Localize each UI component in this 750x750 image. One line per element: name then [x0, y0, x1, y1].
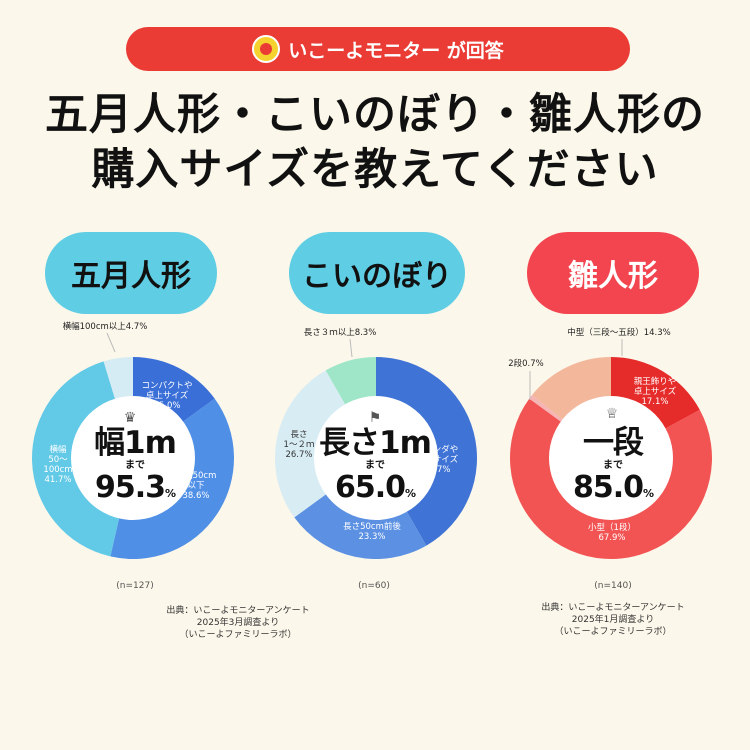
- title-line-2: 購入サイズを教えてください: [91, 145, 659, 195]
- slice-label: 横幅100cm以上4.7%: [63, 321, 148, 332]
- center-value-1: 95.3%: [94, 470, 176, 505]
- page-title: 五月人形・こいのぼり・雛人形の 購入サイズを教えてください: [0, 88, 750, 198]
- banner-text: いこーよモニター が回答: [288, 39, 504, 62]
- donut-center: [549, 396, 673, 520]
- header-banner: いこーよモニター が回答: [126, 27, 630, 71]
- brand-logo-icon: [252, 35, 281, 63]
- chart-title-pill-3: 雛人形: [527, 232, 699, 314]
- slice-label: 親王飾りや卓上サイズ 17.1%: [634, 376, 677, 407]
- title-line-1: 五月人形・こいのぼり・雛人形の: [45, 90, 705, 140]
- sample-size-1: (n=127): [116, 581, 154, 591]
- slice-label: 長さ３ｍ以上8.3%: [304, 328, 377, 338]
- label-leader-line: [349, 338, 353, 358]
- center-summary-3: 一段 まで 85.0%: [553, 426, 673, 510]
- center-sub-1: まで: [125, 460, 145, 471]
- center-main-2: 長さ1m: [319, 425, 432, 461]
- slice-label: 横幅 50～ 100cm 41.7%: [43, 444, 72, 485]
- center-value-2: 65.0%: [334, 470, 416, 505]
- center-sub-2: まで: [365, 460, 385, 471]
- label-leader-line: [106, 332, 116, 353]
- carp-streamer-icon: ⚑: [368, 410, 382, 426]
- slice-label: 横幅50cm 以下 38.6%: [176, 470, 217, 501]
- donut-center: [314, 396, 438, 520]
- center-main-1: 幅1m: [94, 425, 177, 461]
- hina-doll-icon: ♕: [605, 406, 619, 422]
- donut-center: [71, 396, 195, 520]
- center-summary-2: 長さ1m まで 65.0%: [315, 426, 435, 510]
- center-value-3: 85.0%: [572, 470, 654, 505]
- doll-icon: ♛: [123, 410, 137, 426]
- slice-label: 小型（1段） 67.9%: [588, 522, 636, 543]
- slice-label: 長さ50cm前後 23.3%: [343, 521, 401, 542]
- center-sub-3: まで: [603, 460, 623, 471]
- chart-title-pill-2: こいのぼり: [289, 232, 465, 314]
- slice-label: 2段0.7%: [508, 358, 544, 369]
- center-summary-1: 幅1m まで 95.3%: [75, 426, 195, 510]
- slice-label: コンパクトや卓上サイズ 15.0%: [141, 381, 192, 411]
- chart-title-pill-1: 五月人形: [45, 232, 217, 314]
- source-note-1: 出典：いこーよモニターアンケート 2025年3月調査より （いこーよファミリーラ…: [166, 606, 310, 640]
- slice-label: 長さ 1～２ｍ 26.7%: [284, 430, 315, 460]
- source-note-3: 出典：いこーよモニターアンケート 2025年1月調査より （いこーよファミリーラ…: [541, 603, 685, 637]
- center-main-3: 一段: [583, 425, 644, 461]
- sample-size-2: (n=60): [358, 581, 390, 591]
- slice-label: 中型（三段～五段）14.3%: [567, 327, 671, 338]
- sample-size-3: (n=140): [594, 581, 632, 591]
- slice-label: ベランダや卓上サイズ 41.7%: [416, 444, 459, 475]
